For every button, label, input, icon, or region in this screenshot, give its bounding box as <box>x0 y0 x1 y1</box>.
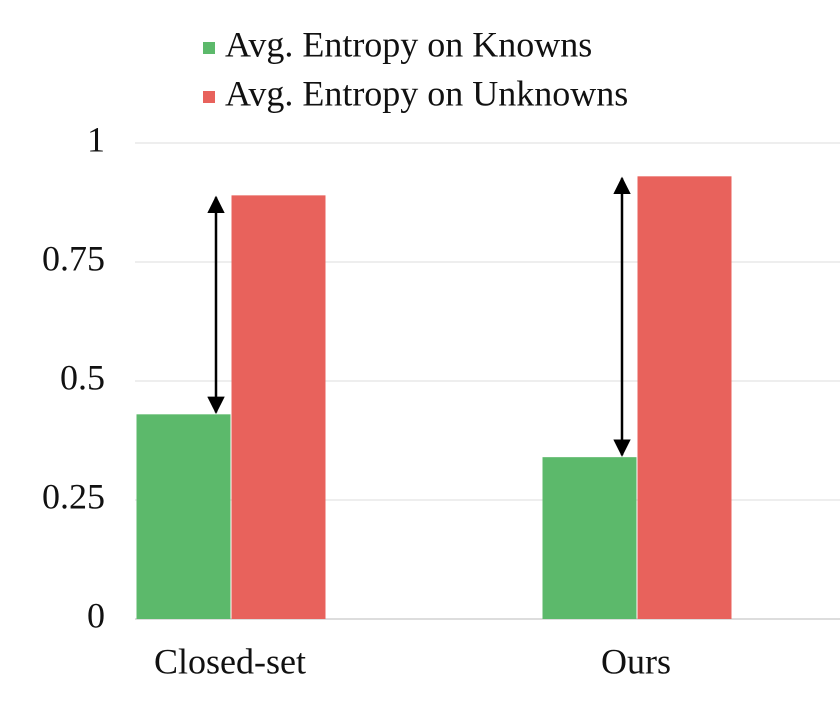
y-tick-label: 0.25 <box>42 476 105 516</box>
y-tick-label: 0.5 <box>60 357 105 397</box>
bar <box>136 414 231 619</box>
y-tick-label: 1 <box>87 119 105 159</box>
y-tick-label: 0.75 <box>42 238 105 278</box>
x-tick-label: Ours <box>601 641 671 681</box>
bar <box>231 195 326 620</box>
bar <box>637 176 732 619</box>
y-tick-label: 0 <box>87 595 105 635</box>
legend-swatch <box>203 91 215 103</box>
legend-swatch <box>203 42 215 54</box>
x-tick-label: Closed-set <box>154 641 306 681</box>
legend-label: Avg. Entropy on Unknowns <box>225 73 628 113</box>
bar <box>542 457 637 619</box>
legend-label: Avg. Entropy on Knowns <box>225 24 592 64</box>
